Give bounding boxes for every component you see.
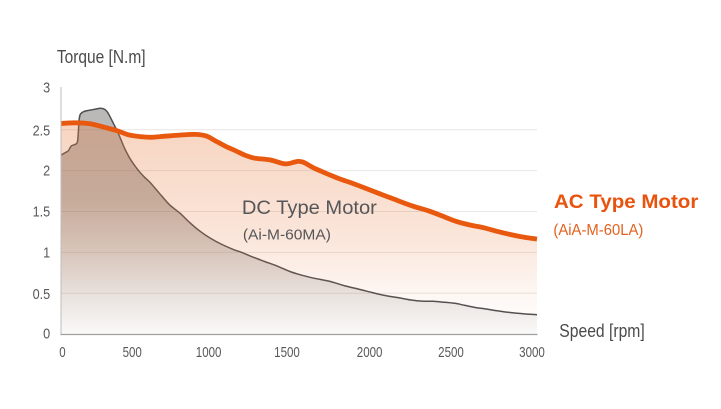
svg-text:2000: 2000 [357,344,383,361]
svg-text:1: 1 [43,245,50,261]
svg-text:(AiA-M-60LA): (AiA-M-60LA) [553,222,643,239]
svg-text:1000: 1000 [196,344,222,361]
svg-text:1.5: 1.5 [33,204,51,220]
svg-text:2.5: 2.5 [33,123,51,139]
svg-text:0: 0 [59,344,65,361]
svg-text:AC Type Motor: AC Type Motor [554,191,699,213]
svg-text:2500: 2500 [438,344,464,361]
svg-text:3000: 3000 [519,344,545,361]
svg-text:500: 500 [123,344,142,361]
svg-text:0: 0 [43,326,50,342]
svg-text:(Ai-M-60MA): (Ai-M-60MA) [243,227,331,244]
svg-text:1500: 1500 [274,344,300,361]
svg-text:DC Type Motor: DC Type Motor [242,197,378,219]
svg-text:3: 3 [43,80,50,96]
svg-text:2: 2 [43,163,50,179]
svg-text:Speed [rpm]: Speed [rpm] [559,320,644,342]
svg-text:0.5: 0.5 [33,286,51,302]
svg-text:Torque [N.m]: Torque [N.m] [57,46,146,68]
